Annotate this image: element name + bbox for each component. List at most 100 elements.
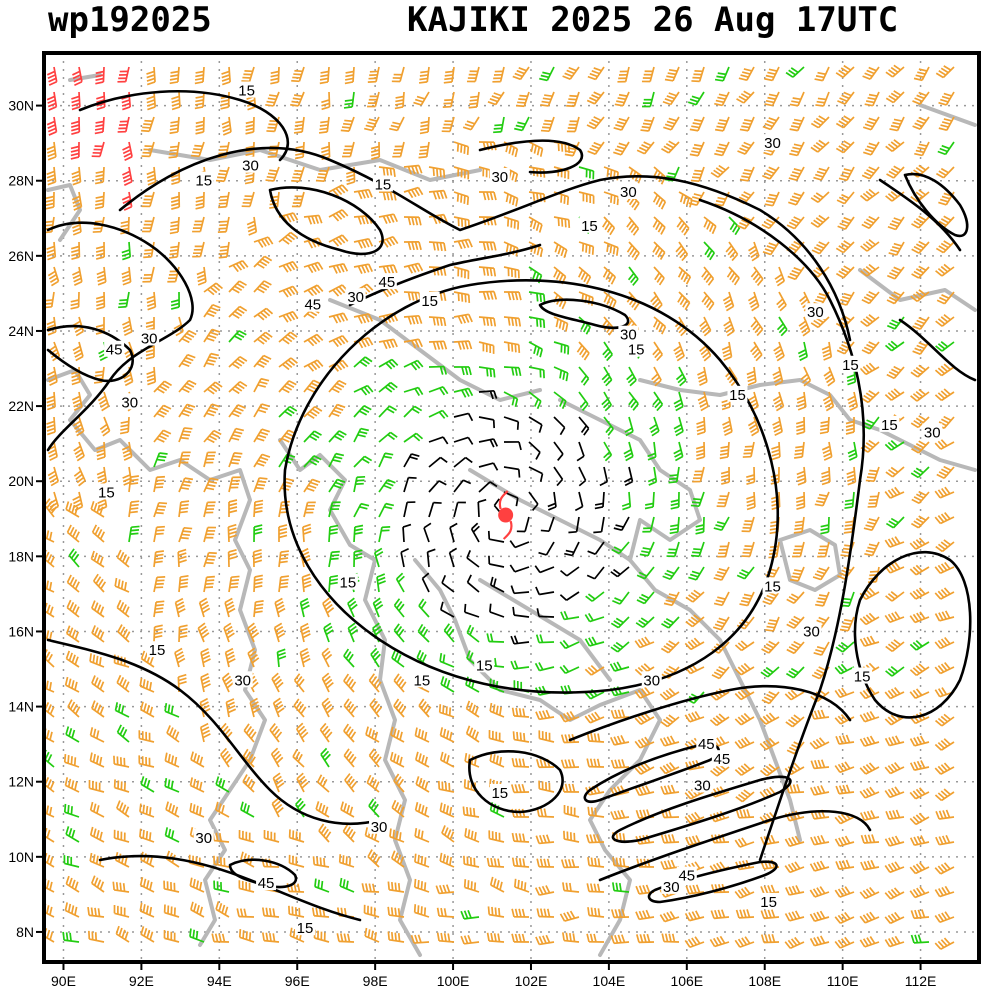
wind-barb xyxy=(610,566,630,578)
wind-barb xyxy=(178,451,191,468)
wind-barb xyxy=(146,166,157,186)
wind-barb xyxy=(709,935,730,948)
wind-barb xyxy=(934,512,955,525)
wind-barb xyxy=(503,441,522,451)
wind-barb xyxy=(734,837,755,848)
wind-barb xyxy=(163,880,180,893)
wind-barb xyxy=(695,516,705,535)
lat-tick-label: 20N xyxy=(8,473,34,489)
wind-barb xyxy=(387,931,405,943)
wind-barb xyxy=(675,241,689,262)
wind-barb xyxy=(784,910,805,922)
wind-barb xyxy=(415,751,430,768)
wind-barb xyxy=(885,90,905,104)
wind-barb xyxy=(413,91,430,106)
wind-barb xyxy=(860,314,880,327)
wind-barb xyxy=(746,491,756,511)
wind-barb xyxy=(369,698,383,718)
wind-barb xyxy=(368,673,382,693)
wind-barb xyxy=(610,809,630,821)
wind-barb xyxy=(403,386,424,397)
wind-barb xyxy=(296,772,309,793)
wind-barb xyxy=(884,735,905,747)
wind-barb xyxy=(795,491,806,511)
wind-barb xyxy=(584,613,605,623)
wind-barb xyxy=(328,574,339,593)
wind-barb xyxy=(747,391,759,412)
wind-barb xyxy=(66,524,80,543)
wind-barb xyxy=(563,830,580,843)
wind-barb xyxy=(563,805,580,818)
wind-barb xyxy=(911,240,930,254)
wind-barb xyxy=(847,391,859,412)
wind-barb xyxy=(660,859,680,870)
wind-barb xyxy=(462,806,480,818)
wind-barb xyxy=(378,381,398,393)
wind-barb xyxy=(89,727,105,743)
wind-barb xyxy=(221,672,235,693)
wind-barb xyxy=(810,834,830,846)
contour-label: 15 xyxy=(297,920,314,937)
contour-label-bg xyxy=(626,340,647,357)
wind-barb xyxy=(140,650,155,668)
wind-barb xyxy=(303,478,321,493)
wind-barb xyxy=(315,166,330,183)
wind-barb xyxy=(762,241,780,256)
contour-label: 15 xyxy=(842,357,859,374)
wind-barb xyxy=(163,930,180,943)
wind-barb xyxy=(934,636,955,650)
wind-barb xyxy=(178,526,193,543)
wind-barb xyxy=(227,548,237,568)
wind-barb xyxy=(428,409,449,419)
wind-barb xyxy=(421,572,430,593)
contour-30-se xyxy=(568,684,852,742)
wind-barb xyxy=(528,341,544,358)
wind-barb xyxy=(538,541,555,556)
wind-barb xyxy=(328,524,339,543)
wind-barb xyxy=(934,363,955,377)
wind-barb xyxy=(428,436,449,445)
wind-barb xyxy=(713,591,730,607)
wind-barb xyxy=(486,633,505,643)
wind-barb xyxy=(164,752,180,768)
wind-barb xyxy=(253,524,263,543)
wind-barb xyxy=(734,712,755,726)
wind-barb xyxy=(809,910,830,922)
contour-label: 30 xyxy=(242,158,259,175)
wind-barb xyxy=(389,751,405,768)
wind-barb xyxy=(911,215,930,229)
wind-barb xyxy=(146,91,157,111)
wind-barb xyxy=(935,834,955,846)
wind-barb xyxy=(889,116,905,132)
wind-barb xyxy=(640,116,655,132)
wind-barb xyxy=(935,240,955,254)
wind-barb xyxy=(71,91,81,111)
contour-15-ne xyxy=(878,178,977,382)
wind-barb xyxy=(178,574,189,593)
wind-barb xyxy=(511,857,530,868)
wind-barb xyxy=(559,910,580,922)
wind-barb xyxy=(70,241,81,261)
wind-barb xyxy=(911,490,930,505)
wind-barb xyxy=(884,536,905,548)
wind-barb xyxy=(343,698,357,718)
wind-barb xyxy=(413,878,430,893)
wind-barb xyxy=(538,780,555,793)
wind-barb xyxy=(610,759,630,769)
wind-barb xyxy=(178,353,196,368)
wind-barb xyxy=(178,329,197,344)
wind-barb xyxy=(859,635,880,647)
wind-barb xyxy=(436,932,455,943)
contour-label: 45 xyxy=(698,736,715,753)
wind-barb xyxy=(169,66,180,85)
wind-barb xyxy=(393,673,407,693)
wind-barb xyxy=(725,241,739,262)
wind-barb xyxy=(91,600,105,618)
wind-barb xyxy=(122,141,133,162)
wind-barb xyxy=(574,491,584,512)
wind-barb xyxy=(785,66,805,78)
wind-barb xyxy=(403,262,424,274)
wind-barb xyxy=(641,66,655,83)
contour-label: 30 xyxy=(924,424,941,441)
wind-barb xyxy=(318,823,332,843)
